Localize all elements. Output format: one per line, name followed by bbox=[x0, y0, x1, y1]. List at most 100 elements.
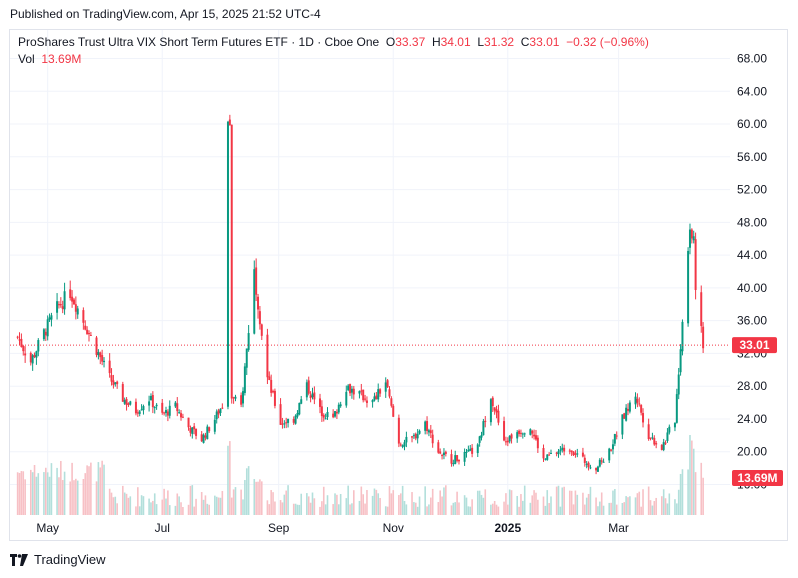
volume-bar bbox=[595, 497, 597, 515]
volume-bar bbox=[529, 502, 532, 515]
candle-body bbox=[377, 389, 380, 400]
y-tick-label: 24.00 bbox=[737, 412, 767, 426]
candle-body bbox=[191, 427, 194, 434]
volume-bar bbox=[245, 468, 248, 515]
volume-bar bbox=[127, 497, 130, 515]
candle-body bbox=[140, 409, 143, 411]
candle-body bbox=[386, 380, 389, 388]
candle-body bbox=[337, 404, 340, 413]
candle-body bbox=[442, 452, 445, 456]
volume-bar bbox=[450, 505, 453, 515]
candle-body bbox=[287, 418, 290, 423]
volume-bar bbox=[550, 496, 552, 515]
volume-bar bbox=[61, 480, 64, 515]
candle-body bbox=[452, 463, 455, 465]
candle-body bbox=[311, 393, 314, 398]
volume-bar bbox=[112, 497, 115, 515]
candle-body bbox=[647, 424, 650, 440]
candle-body bbox=[42, 329, 45, 340]
legend-low-label: L bbox=[477, 35, 485, 49]
volume-bar bbox=[692, 448, 695, 515]
candle-body bbox=[414, 433, 417, 439]
legend-high-label: H bbox=[431, 35, 441, 49]
volume-bar bbox=[247, 466, 250, 515]
volume-bar bbox=[484, 489, 487, 515]
volume-bar bbox=[390, 493, 393, 515]
volume-bar bbox=[495, 504, 498, 515]
volume-bar bbox=[689, 435, 691, 515]
volume-bar bbox=[309, 502, 312, 515]
candle-body bbox=[339, 404, 342, 407]
candle-body bbox=[411, 436, 414, 438]
candle-body bbox=[228, 119, 231, 126]
candle-body bbox=[679, 349, 682, 373]
volume-bar bbox=[63, 471, 66, 515]
volume-bar bbox=[533, 490, 535, 515]
volume-bar bbox=[347, 485, 349, 515]
candle-body bbox=[307, 380, 310, 394]
candle-body bbox=[561, 447, 564, 450]
candle-body bbox=[467, 449, 470, 452]
volume-bar bbox=[416, 506, 419, 515]
volume-bar bbox=[568, 490, 571, 515]
candle-body bbox=[491, 397, 494, 407]
candle-body bbox=[384, 382, 387, 392]
volume-bar bbox=[334, 493, 336, 515]
candle-body bbox=[557, 451, 560, 455]
volume-bar bbox=[441, 496, 443, 515]
volume-bar bbox=[443, 487, 445, 515]
volume-bars bbox=[16, 435, 704, 515]
candle-body bbox=[347, 385, 350, 391]
candle-body bbox=[72, 299, 75, 305]
candle-body bbox=[101, 355, 104, 362]
candle-body bbox=[465, 451, 468, 453]
candle-body bbox=[388, 389, 391, 397]
candle-body bbox=[258, 311, 261, 325]
candle-body bbox=[623, 413, 626, 419]
candle-body bbox=[29, 352, 32, 363]
grid-lines bbox=[10, 30, 730, 515]
volume-bar bbox=[123, 492, 126, 515]
volume-bar bbox=[234, 487, 237, 515]
volume-bar bbox=[307, 496, 310, 515]
volume-bar bbox=[178, 496, 180, 515]
volume-bar bbox=[69, 481, 72, 515]
volume-bar bbox=[463, 495, 466, 515]
candle-body bbox=[243, 366, 246, 393]
candle-body bbox=[48, 317, 51, 320]
y-tick-label: 40.00 bbox=[737, 281, 767, 295]
chart-frame[interactable] bbox=[9, 29, 788, 541]
candle-body bbox=[519, 432, 522, 434]
candle-body bbox=[174, 402, 177, 407]
candle-body bbox=[97, 352, 100, 356]
volume-bar bbox=[306, 493, 308, 515]
y-tick-label: 20.00 bbox=[737, 445, 767, 459]
candle-body bbox=[294, 415, 297, 424]
volume-bar bbox=[452, 502, 455, 515]
volume-bar bbox=[379, 497, 381, 515]
candle-body bbox=[412, 435, 415, 437]
candle-body bbox=[660, 445, 663, 450]
volume-bar bbox=[324, 504, 327, 515]
volume-bar bbox=[339, 493, 342, 515]
footer-brand[interactable]: TradingView bbox=[10, 552, 106, 567]
volume-bar bbox=[640, 506, 642, 515]
candle-body bbox=[114, 382, 117, 385]
candle-body bbox=[399, 444, 402, 446]
volume-bar bbox=[168, 505, 171, 515]
tradingview-logo-icon bbox=[10, 553, 28, 566]
legend-vol-label: Vol bbox=[18, 52, 35, 66]
volume-bar bbox=[388, 486, 391, 515]
candle-body bbox=[574, 453, 577, 455]
candle-body bbox=[204, 435, 207, 438]
candle-body bbox=[634, 396, 637, 405]
volume-bar bbox=[531, 495, 534, 515]
volume-bar bbox=[116, 503, 118, 515]
volume-bar bbox=[428, 504, 430, 515]
candle-body bbox=[74, 304, 77, 312]
candle-body bbox=[636, 398, 639, 403]
candle-body bbox=[161, 402, 164, 413]
candle-body bbox=[677, 374, 680, 395]
volume-bar bbox=[272, 492, 274, 515]
